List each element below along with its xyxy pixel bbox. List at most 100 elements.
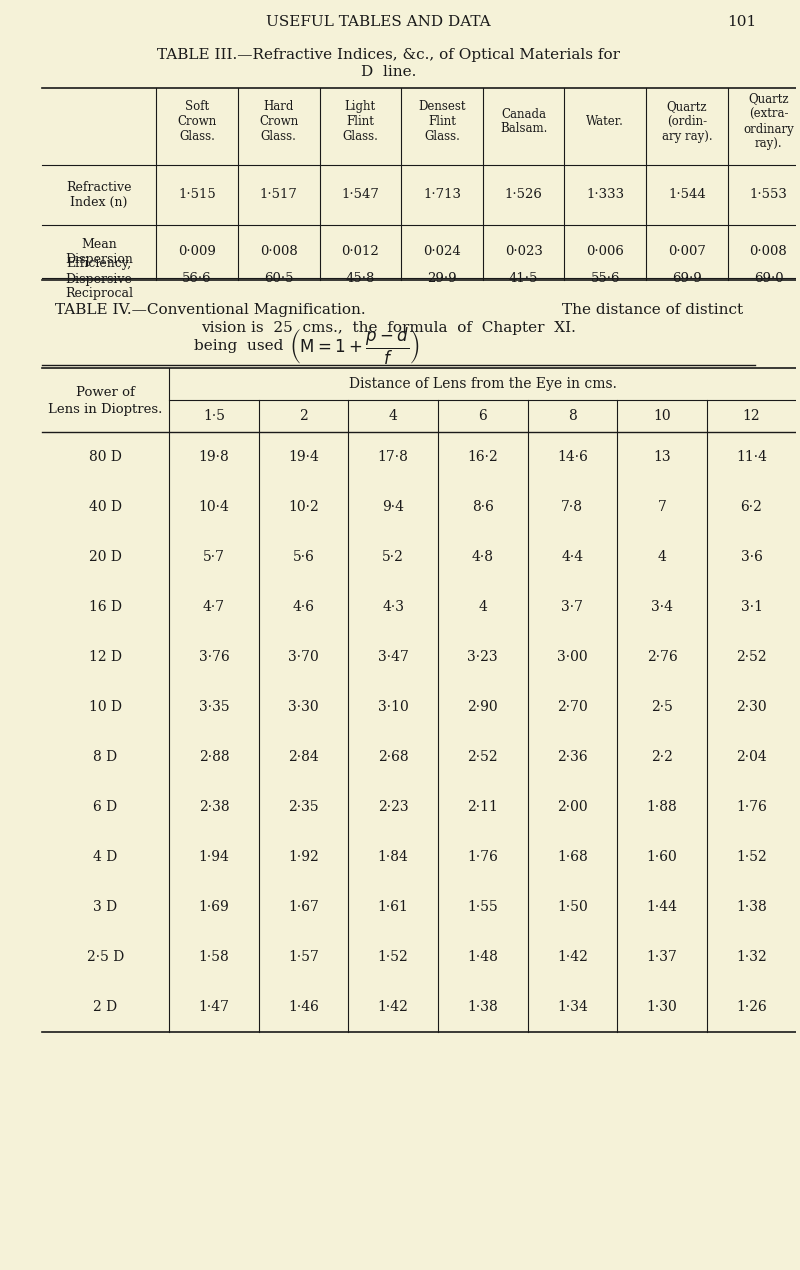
Text: 16·2: 16·2 xyxy=(467,450,498,464)
Text: 2·52: 2·52 xyxy=(467,751,498,765)
Text: 1·38: 1·38 xyxy=(467,999,498,1013)
Text: 2·90: 2·90 xyxy=(467,700,498,714)
Text: 4·6: 4·6 xyxy=(293,599,314,613)
Text: 0·008: 0·008 xyxy=(750,245,787,258)
Text: Hard
Crown
Glass.: Hard Crown Glass. xyxy=(259,100,298,144)
Text: 1·37: 1·37 xyxy=(646,950,678,964)
Text: 1·526: 1·526 xyxy=(505,188,542,202)
Text: 20 D: 20 D xyxy=(89,550,122,564)
Text: 3·76: 3·76 xyxy=(198,650,230,664)
Text: Refractive
Index (n): Refractive Index (n) xyxy=(66,182,132,210)
Text: TABLE IV.—Conventional Magnification.: TABLE IV.—Conventional Magnification. xyxy=(54,304,366,318)
Text: 1·32: 1·32 xyxy=(736,950,767,964)
Text: Quartz
(ordin-
ary ray).: Quartz (ordin- ary ray). xyxy=(662,100,712,144)
Text: 1·84: 1·84 xyxy=(378,850,409,864)
Text: 55·6: 55·6 xyxy=(590,273,620,286)
Text: 1·57: 1·57 xyxy=(288,950,319,964)
Text: 2·76: 2·76 xyxy=(646,650,678,664)
Text: 11·4: 11·4 xyxy=(736,450,767,464)
Text: 6·2: 6·2 xyxy=(741,500,762,514)
Text: vision is  25  cms.,  the  formula  of  Chapter  XI.: vision is 25 cms., the formula of Chapte… xyxy=(201,321,576,335)
Text: 1·34: 1·34 xyxy=(557,999,588,1013)
Text: 3·10: 3·10 xyxy=(378,700,409,714)
Text: 2·11: 2·11 xyxy=(467,800,498,814)
Text: 1·42: 1·42 xyxy=(378,999,409,1013)
Text: 2·84: 2·84 xyxy=(288,751,319,765)
Text: 1·67: 1·67 xyxy=(288,900,319,914)
Text: 1·713: 1·713 xyxy=(423,188,461,202)
Text: 5·7: 5·7 xyxy=(203,550,225,564)
Text: 8 D: 8 D xyxy=(94,751,118,765)
Text: 101: 101 xyxy=(727,15,756,29)
Text: 6 D: 6 D xyxy=(94,800,118,814)
Text: Lens in Dioptres.: Lens in Dioptres. xyxy=(48,404,162,417)
Text: Mean
Dispersion: Mean Dispersion xyxy=(65,237,133,265)
Text: 19·8: 19·8 xyxy=(198,450,230,464)
Text: 1·68: 1·68 xyxy=(557,850,588,864)
Text: 60·5: 60·5 xyxy=(264,273,294,286)
Text: 1·42: 1·42 xyxy=(557,950,588,964)
Text: 10: 10 xyxy=(653,409,670,423)
Text: 4: 4 xyxy=(478,599,487,613)
Text: 3·00: 3·00 xyxy=(557,650,588,664)
Text: 7·8: 7·8 xyxy=(562,500,583,514)
Text: 4·7: 4·7 xyxy=(203,599,225,613)
Text: 3·70: 3·70 xyxy=(288,650,319,664)
Text: 1·547: 1·547 xyxy=(342,188,379,202)
Text: 7: 7 xyxy=(658,500,666,514)
Text: Distance of Lens from the Eye in cms.: Distance of Lens from the Eye in cms. xyxy=(349,377,617,391)
Text: 2·35: 2·35 xyxy=(288,800,319,814)
Text: 1·88: 1·88 xyxy=(646,800,678,814)
Text: 45·8: 45·8 xyxy=(346,273,375,286)
Text: 2·30: 2·30 xyxy=(736,700,767,714)
Text: 69·9: 69·9 xyxy=(672,273,702,286)
Text: Canada
Balsam.: Canada Balsam. xyxy=(500,108,547,136)
Text: 12: 12 xyxy=(742,409,760,423)
Text: 1·52: 1·52 xyxy=(736,850,767,864)
Text: 2·38: 2·38 xyxy=(198,800,230,814)
Text: 1·76: 1·76 xyxy=(467,850,498,864)
Text: 1·44: 1·44 xyxy=(646,900,678,914)
Text: 10·2: 10·2 xyxy=(288,500,319,514)
Text: Soft
Crown
Glass.: Soft Crown Glass. xyxy=(178,100,217,144)
Text: 2·88: 2·88 xyxy=(198,751,230,765)
Text: 1·48: 1·48 xyxy=(467,950,498,964)
Text: 1·58: 1·58 xyxy=(198,950,230,964)
Text: 2·70: 2·70 xyxy=(557,700,588,714)
Text: Quartz
(extra-
ordinary
ray).: Quartz (extra- ordinary ray). xyxy=(743,93,794,151)
Text: 2·52: 2·52 xyxy=(736,650,767,664)
Text: 1·517: 1·517 xyxy=(260,188,298,202)
Text: 1·94: 1·94 xyxy=(198,850,230,864)
Text: 1·61: 1·61 xyxy=(378,900,409,914)
Text: 29·9: 29·9 xyxy=(427,273,457,286)
Text: 41·5: 41·5 xyxy=(509,273,538,286)
Text: 0·006: 0·006 xyxy=(586,245,624,258)
Text: 10·4: 10·4 xyxy=(198,500,230,514)
Text: Densest
Flint
Glass.: Densest Flint Glass. xyxy=(418,100,466,144)
Text: Power of: Power of xyxy=(76,386,135,399)
Text: 6: 6 xyxy=(478,409,487,423)
Text: TABLE III.—Refractive Indices, &c., of Optical Materials for: TABLE III.—Refractive Indices, &c., of O… xyxy=(157,48,620,62)
Text: 40 D: 40 D xyxy=(89,500,122,514)
Text: 0·012: 0·012 xyxy=(342,245,379,258)
Text: 1·38: 1·38 xyxy=(736,900,767,914)
Text: USEFUL TABLES AND DATA: USEFUL TABLES AND DATA xyxy=(266,15,490,29)
Text: 10 D: 10 D xyxy=(89,700,122,714)
Text: 5·2: 5·2 xyxy=(382,550,404,564)
Text: 9·4: 9·4 xyxy=(382,500,404,514)
Text: 4·3: 4·3 xyxy=(382,599,404,613)
Text: 4·8: 4·8 xyxy=(472,550,494,564)
Text: 2: 2 xyxy=(299,409,308,423)
Text: 2 D: 2 D xyxy=(94,999,118,1013)
Text: 8: 8 xyxy=(568,409,577,423)
Text: 2·68: 2·68 xyxy=(378,751,409,765)
Text: 3·35: 3·35 xyxy=(198,700,230,714)
Text: 3·1: 3·1 xyxy=(741,599,762,613)
Text: Light
Flint
Glass.: Light Flint Glass. xyxy=(342,100,378,144)
Text: 4: 4 xyxy=(658,550,666,564)
Text: 1·52: 1·52 xyxy=(378,950,409,964)
Text: 80 D: 80 D xyxy=(89,450,122,464)
Text: 1·515: 1·515 xyxy=(178,188,216,202)
Text: 14·6: 14·6 xyxy=(557,450,588,464)
Text: Water.: Water. xyxy=(586,116,624,128)
